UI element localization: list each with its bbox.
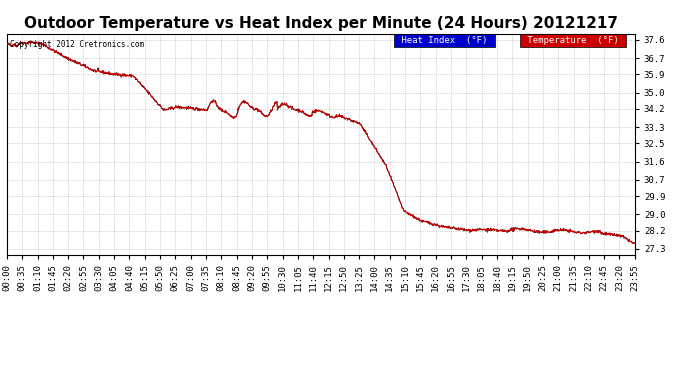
Text: Copyright 2012 Cretronics.com: Copyright 2012 Cretronics.com [10,40,144,50]
Title: Outdoor Temperature vs Heat Index per Minute (24 Hours) 20121217: Outdoor Temperature vs Heat Index per Mi… [24,16,618,31]
Text: Temperature  (°F): Temperature (°F) [522,36,624,45]
Text: Heat Index  (°F): Heat Index (°F) [396,36,493,45]
